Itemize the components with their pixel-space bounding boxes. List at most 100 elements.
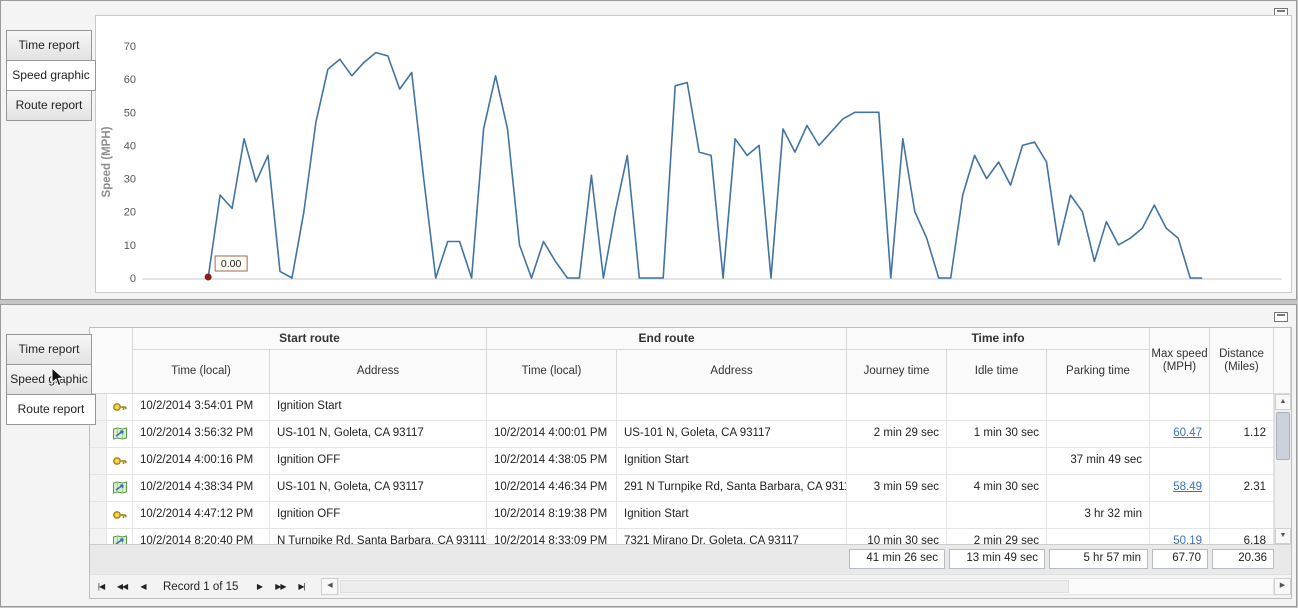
chart-plot: 0 10 20 30 40 50 60 70 Speed (MPH) 0.00	[96, 16, 1291, 297]
col-header-start-address[interactable]: Address	[270, 350, 487, 394]
h-scroll-left-button[interactable]: ◀	[321, 578, 339, 595]
tab-time-report-top[interactable]: Time report	[6, 30, 92, 61]
report-tabs-bottom: Time report Speed graphic Route report	[6, 334, 98, 425]
y-tick-label: 50	[124, 107, 136, 119]
table-row[interactable]: 10/2/2014 3:54:01 PM Ignition Start	[90, 394, 1274, 421]
y-axis-label: Speed (MPH)	[101, 126, 113, 197]
report-tabs-top: Time report Speed graphic Route report	[6, 30, 98, 121]
route-map-icon	[112, 481, 127, 494]
cell-start-address: US-101 N, Goleta, CA 93117	[270, 421, 487, 447]
cell-start-time: 10/2/2014 4:38:34 PM	[133, 475, 270, 501]
header-indicator-cell	[90, 328, 133, 394]
cell-end-time: 10/2/2014 4:00:01 PM	[487, 421, 617, 447]
row-type-icon-cell	[107, 502, 133, 528]
cell-idle: 4 min 30 sec	[947, 475, 1047, 501]
cell-journey	[847, 394, 947, 420]
y-tick-label: 70	[124, 41, 136, 53]
key-icon	[112, 511, 127, 519]
record-navigator: |◀ ◀◀ ◀ Record 1 of 15 ▶ ▶▶ ▶| ◀ ▶	[90, 574, 1291, 598]
cell-start-address: US-101 N, Goleta, CA 93117	[270, 475, 487, 501]
tab-time-report-bottom[interactable]: Time report	[6, 334, 92, 365]
summary-journey-time: 41 min 26 sec	[849, 549, 945, 569]
nav-prev-page-button[interactable]: ◀◀	[116, 581, 128, 591]
cell-start-time: 10/2/2014 4:00:16 PM	[133, 448, 270, 474]
h-scrollbar-thumb[interactable]	[340, 580, 1069, 593]
cell-distance: 1.12	[1210, 421, 1274, 447]
start-marker[interactable]	[204, 273, 212, 281]
cell-start-time: 10/2/2014 4:47:12 PM	[133, 502, 270, 528]
key-icon	[112, 403, 127, 411]
col-header-parking-time[interactable]: Parking time	[1047, 350, 1150, 394]
tab-route-report-top[interactable]: Route report	[6, 90, 92, 121]
scroll-down-button[interactable]: ▼	[1275, 528, 1291, 544]
row-indicator	[90, 448, 107, 474]
cell-parking	[1047, 475, 1150, 501]
summary-row: 41 min 26 sec 13 min 49 sec 5 hr 57 min …	[90, 544, 1291, 574]
group-header-end-route[interactable]: End route	[487, 328, 847, 350]
table-row[interactable]: 10/2/2014 4:47:12 PM Ignition OFF 10/2/201…	[90, 502, 1274, 529]
route-map-icon	[112, 427, 127, 440]
scroll-up-button[interactable]: ▲	[1275, 394, 1291, 410]
v-scrollbar[interactable]: ▲ ▼	[1274, 394, 1291, 544]
cell-end-time	[487, 394, 617, 420]
y-tick-label: 60	[124, 74, 136, 86]
h-scrollbar[interactable]	[338, 578, 1274, 595]
cell-distance: 2.31	[1210, 475, 1274, 501]
v-scrollbar-thumb[interactable]	[1276, 412, 1290, 460]
col-header-start-time[interactable]: Time (local)	[133, 350, 270, 394]
tab-speed-graphic-top[interactable]: Speed graphic	[6, 60, 96, 91]
col-header-end-address[interactable]: Address	[617, 350, 847, 394]
collapse-bottom-panel-button[interactable]	[1274, 312, 1288, 322]
table-row[interactable]: 10/2/2014 4:00:16 PM Ignition OFF 10/2/201…	[90, 448, 1274, 475]
group-header-start-route[interactable]: Start route	[133, 328, 487, 350]
speed-chart: 0 10 20 30 40 50 60 70 Speed (MPH) 0.00	[95, 15, 1292, 293]
cell-distance	[1210, 448, 1274, 474]
y-tick-label: 0	[130, 273, 136, 285]
nav-last-button[interactable]: ▶|	[298, 581, 305, 591]
cell-parking: 3 hr 32 min	[1047, 502, 1150, 528]
col-header-max-speed[interactable]: Max speed (MPH)	[1150, 328, 1210, 394]
row-indicator	[90, 475, 107, 501]
cell-end-time: 10/2/2014 4:38:05 PM	[487, 448, 617, 474]
cell-idle: 1 min 30 sec	[947, 421, 1047, 447]
tab-route-report-bottom[interactable]: Route report	[6, 394, 96, 425]
table-row[interactable]: 10/2/2014 3:56:32 PM US-101 N, Goleta, CA…	[90, 421, 1274, 448]
summary-idle-time: 13 min 49 sec	[949, 549, 1045, 569]
y-tick-label: 30	[124, 174, 136, 186]
header-scrollbar-filler	[1274, 328, 1291, 394]
max-speed-link[interactable]: 60.47	[1173, 427, 1202, 439]
col-header-end-time[interactable]: Time (local)	[487, 350, 617, 394]
cell-start-address: Ignition OFF	[270, 448, 487, 474]
group-header-time-info[interactable]: Time info	[847, 328, 1150, 350]
summary-parking-time: 5 hr 57 min	[1049, 549, 1148, 569]
max-speed-link[interactable]: 58.49	[1173, 481, 1202, 493]
table-row[interactable]: 10/2/2014 4:38:34 PM US-101 N, Goleta, CA…	[90, 475, 1274, 502]
cell-idle	[947, 502, 1047, 528]
col-header-journey-time[interactable]: Journey time	[847, 350, 947, 394]
row-type-icon-cell	[107, 448, 133, 474]
record-label: Record 1 of 15	[163, 580, 239, 593]
nav-first-button[interactable]: |◀	[97, 581, 105, 591]
tab-speed-graphic-bottom[interactable]: Speed graphic	[6, 364, 92, 395]
cell-end-address: 291 N Turnpike Rd, Santa Barbara, CA 931…	[617, 475, 847, 501]
cell-end-time: 10/2/2014 8:19:38 PM	[487, 502, 617, 528]
route-report-panel: Time report Speed graphic Route report S…	[0, 304, 1297, 607]
y-tick-label: 10	[124, 240, 136, 252]
cell-end-address	[617, 394, 847, 420]
h-scroll-right-button[interactable]: ▶	[1274, 578, 1291, 595]
cell-max-speed	[1150, 502, 1210, 528]
cell-max-speed	[1150, 394, 1210, 420]
col-header-idle-time[interactable]: Idle time	[947, 350, 1047, 394]
nav-next-page-button[interactable]: ▶▶	[275, 581, 286, 591]
cell-end-time: 10/2/2014 4:46:34 PM	[487, 475, 617, 501]
summary-max-speed: 67.70	[1152, 549, 1208, 569]
route-table: Start route Time (local) Address End rou…	[89, 327, 1292, 599]
col-header-distance[interactable]: Distance (Miles)	[1210, 328, 1274, 394]
nav-prev-button[interactable]: ◀	[140, 581, 146, 591]
nav-next-button[interactable]: ▶	[256, 581, 263, 591]
key-icon	[112, 457, 127, 465]
cell-max-speed	[1150, 448, 1210, 474]
row-type-icon-cell	[107, 475, 133, 501]
table-header: Start route Time (local) Address End rou…	[90, 328, 1291, 394]
